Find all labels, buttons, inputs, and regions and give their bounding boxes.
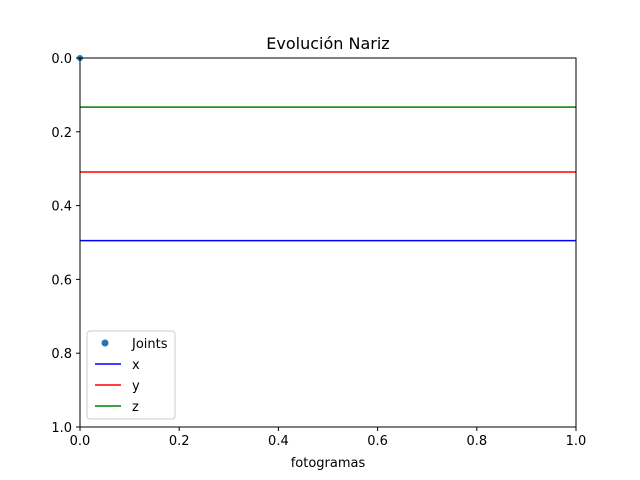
x-axis-label: fotogramas xyxy=(291,456,366,471)
y-tick-label: 1.0 xyxy=(51,421,72,436)
legend: Joints xyz xyxy=(86,330,176,420)
x-axis: 0.0 0.2 0.4 0.6 0.8 1.0 xyxy=(70,427,587,449)
x-tick-label: 0.4 xyxy=(268,434,289,449)
x-tick-label: 0.6 xyxy=(367,434,388,449)
plot-area xyxy=(77,55,576,242)
legend-label-z: z xyxy=(132,400,139,415)
x-tick-label: 1.0 xyxy=(566,434,587,449)
plot-frame xyxy=(79,57,577,428)
legend-marker-joints xyxy=(101,339,109,347)
legend-label-x: x xyxy=(132,358,140,373)
y-tick-label: 0.8 xyxy=(51,347,72,362)
x-tick-label: 0.2 xyxy=(169,434,190,449)
chart-title: Evolución Nariz xyxy=(266,34,389,53)
y-tick-label: 0.2 xyxy=(51,126,72,141)
y-tick-label: 0.6 xyxy=(51,273,72,288)
legend-label-y: y xyxy=(132,379,140,394)
y-axis: 0.0 0.2 0.4 0.6 0.8 1.0 xyxy=(51,52,80,436)
legend-label-joints: Joints xyxy=(131,337,168,352)
legend-box xyxy=(86,330,176,420)
y-tick-label: 0.0 xyxy=(51,52,72,67)
x-tick-label: 0.0 xyxy=(70,434,91,449)
x-tick-label: 0.8 xyxy=(466,434,487,449)
y-tick-label: 0.4 xyxy=(51,200,72,215)
